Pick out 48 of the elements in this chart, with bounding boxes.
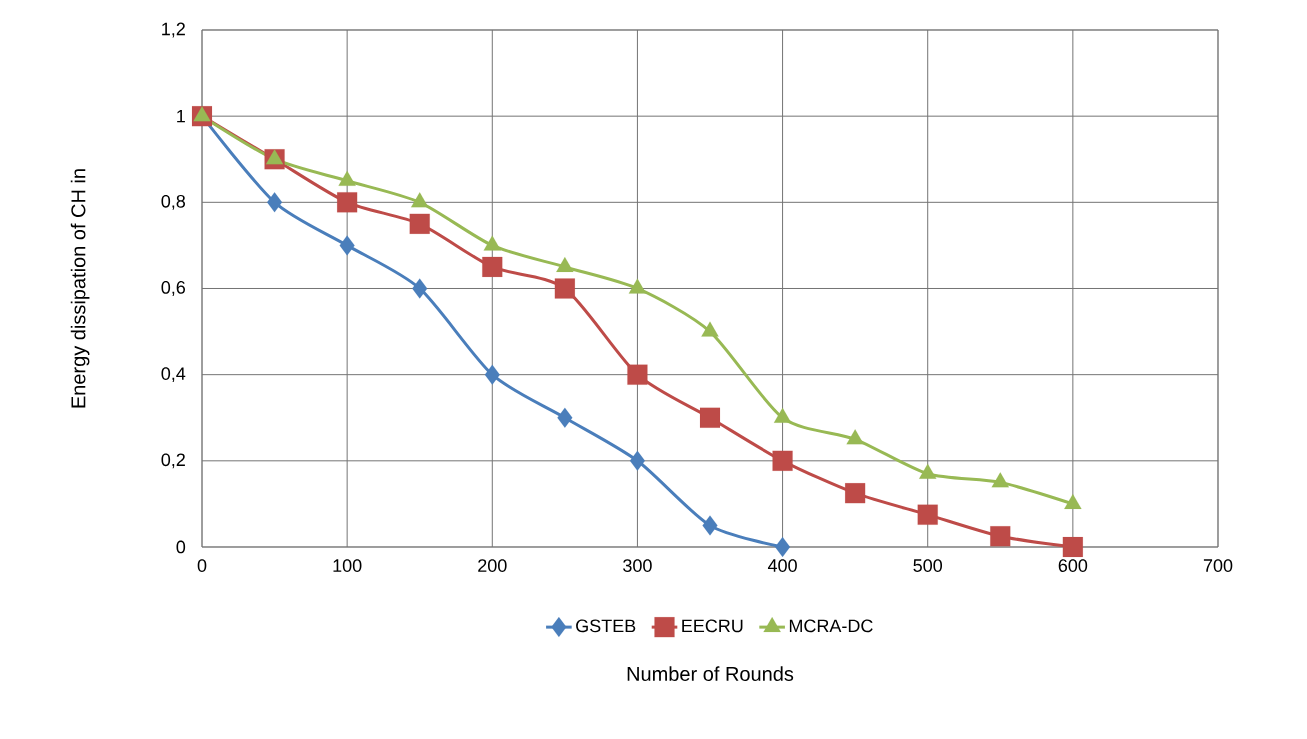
- point: [412, 278, 428, 299]
- point: [409, 213, 430, 234]
- x-tick-label: 200: [478, 559, 507, 572]
- point: [772, 450, 793, 471]
- point: [845, 483, 866, 504]
- legend-label: MCRA-DC: [789, 619, 873, 633]
- x-tick-label: 300: [623, 559, 652, 572]
- y-tick-label: 0,4: [161, 367, 186, 383]
- point: [629, 450, 645, 471]
- x-tick-label: 0: [197, 559, 207, 572]
- point: [482, 256, 503, 278]
- y-tick-label: 1,2: [162, 22, 185, 38]
- point: [628, 278, 647, 294]
- point: [267, 192, 283, 213]
- point: [556, 256, 574, 273]
- point: [484, 364, 500, 385]
- y-tick-label: 0,8: [161, 194, 186, 210]
- legend-label: GSTEB: [576, 619, 636, 633]
- point: [917, 504, 938, 525]
- point: [699, 407, 721, 428]
- point: [702, 515, 718, 536]
- point: [339, 235, 355, 256]
- y-axis-title: Energy dissipation of CH in: [70, 169, 90, 408]
- point: [193, 106, 211, 122]
- y-tick-label: 0,2: [161, 453, 185, 469]
- y-tick-label: 0: [176, 540, 186, 554]
- point: [557, 407, 573, 428]
- y-tick-label: 1: [177, 109, 185, 123]
- x-tick-label: 100: [333, 559, 362, 572]
- point: [990, 526, 1011, 547]
- point: [265, 149, 284, 165]
- point: [627, 364, 648, 385]
- point: [411, 192, 429, 208]
- point: [846, 429, 864, 445]
- x-tick-label: 600: [1058, 559, 1088, 572]
- point: [1062, 536, 1083, 558]
- y-tick-label: 0,6: [161, 281, 186, 296]
- point: [775, 536, 791, 558]
- x-tick-label: 400: [767, 559, 797, 572]
- x-tick-label: 700: [1203, 559, 1233, 572]
- point: [554, 278, 575, 299]
- point: [483, 235, 502, 251]
- point: [701, 321, 719, 337]
- x-axis-title: Number of Rounds: [627, 666, 794, 681]
- x-tick-label: 500: [913, 559, 943, 572]
- legend-label: EECRU: [682, 619, 743, 633]
- point: [337, 192, 358, 213]
- point: [338, 170, 356, 186]
